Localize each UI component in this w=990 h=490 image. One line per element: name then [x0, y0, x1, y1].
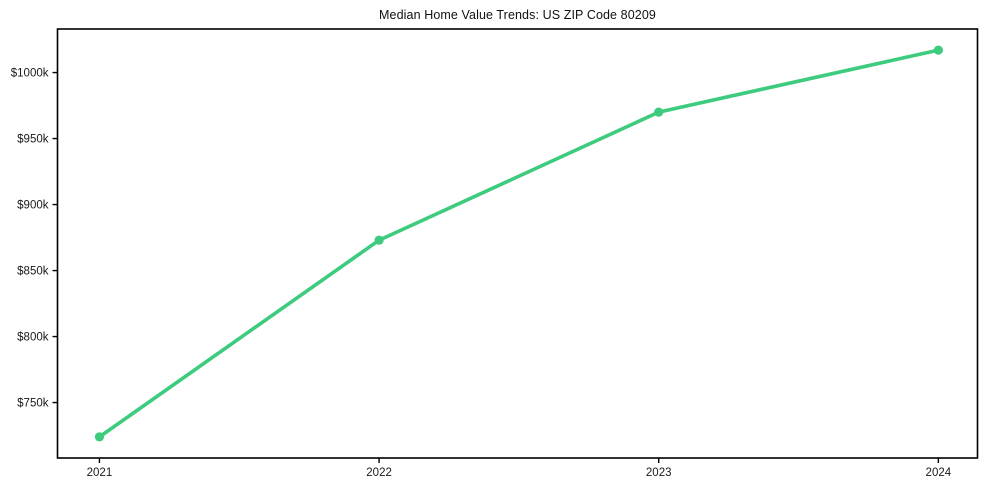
y-tick-label: $900k [17, 200, 49, 212]
y-tick-label: $800k [17, 332, 49, 344]
y-tick-label: $750k [17, 398, 49, 410]
data-point-marker [933, 45, 943, 55]
x-tick-label: 2022 [366, 467, 392, 479]
data-point-marker [374, 235, 384, 245]
y-tick-label: $850k [17, 266, 49, 278]
x-tick-label: 2023 [646, 467, 672, 479]
x-tick-label: 2021 [87, 467, 113, 479]
y-tick-label: $950k [17, 134, 49, 146]
trend-line [97, 48, 941, 439]
chart-title: Median Home Value Trends: US ZIP Code 80… [379, 8, 656, 22]
y-tick-label: $1000k [11, 68, 49, 80]
plot-border [56, 28, 979, 459]
x-tick-label: 2024 [926, 467, 952, 479]
data-point-marker [654, 107, 664, 117]
data-point-marker [94, 432, 105, 442]
